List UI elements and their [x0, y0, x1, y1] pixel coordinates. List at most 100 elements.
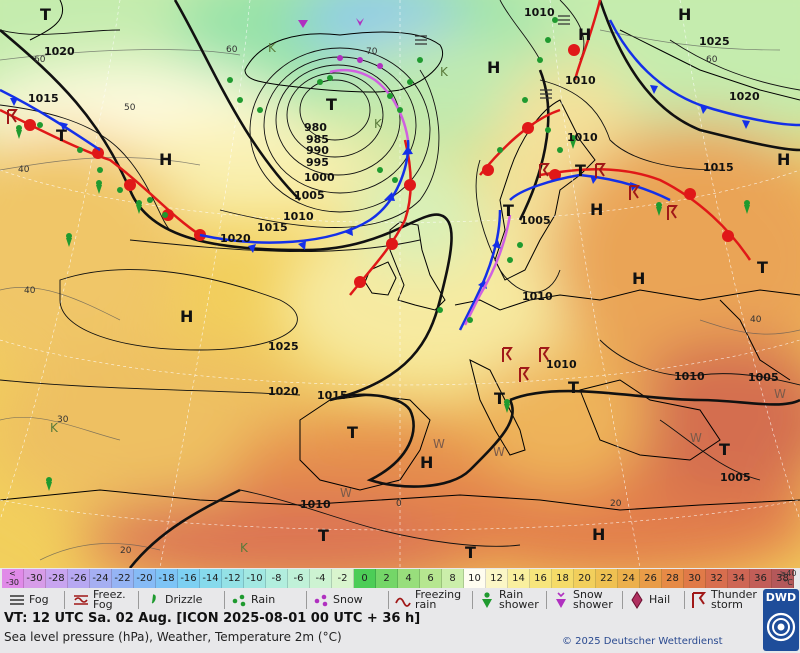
scale-cell: 12 — [486, 569, 508, 588]
scale-cell: -22 — [112, 569, 134, 588]
legend-item-thunderstorm: Thunder storm — [690, 589, 757, 611]
legend-item-rain: Rain — [230, 589, 275, 611]
cold-warm-markers: K K K K K W W W W W — [50, 41, 786, 555]
copyright: © 2025 Deutscher Wetterdienst — [562, 636, 723, 647]
legend-separator — [224, 591, 225, 609]
thunderstorm-symbols — [7, 109, 678, 382]
temp-line-label: 60 — [34, 55, 46, 65]
fog-symbols — [415, 15, 570, 99]
high-center-label: H — [590, 200, 603, 219]
warm-marker: W — [690, 431, 702, 445]
hail-icon — [631, 591, 643, 609]
temp-line-label: 60 — [0, 0, 12, 3]
legend-separator — [622, 591, 623, 609]
isobar-label: 1010 — [283, 210, 314, 223]
legend-separator — [306, 591, 307, 609]
scale-cell: -4 — [310, 569, 332, 588]
isobar-label: 1010 — [300, 498, 331, 511]
temp-line-label: 60 — [226, 45, 238, 55]
weather-map: T T T T T T T T T T T T H H H H H H H H — [0, 0, 800, 568]
high-center-label: H — [678, 5, 691, 24]
isobar-label: 1010 — [565, 74, 596, 87]
scale-cell: 28 — [662, 569, 684, 588]
low-center-label: T — [575, 161, 586, 180]
scale-cell: 24 — [618, 569, 640, 588]
isobar-label: 1015 — [28, 92, 59, 105]
isobar-label: 1015 — [317, 389, 348, 402]
isobar-label: 1025 — [699, 35, 730, 48]
legend-separator — [138, 591, 139, 609]
legend-label-drizzle: Drizzle — [165, 593, 203, 606]
temp-line-label: 40 — [24, 286, 36, 296]
valid-time: VT: 12 UTC Sa. 02 Aug. [ICON 2025-08-01 … — [4, 611, 421, 626]
scale-cell: -14 — [200, 569, 222, 588]
isobar-thick — [0, 0, 800, 568]
legend-label-freezing-rain: Freezing rain — [415, 588, 462, 611]
scale-cell: 18 — [552, 569, 574, 588]
isobar-label: 1010 — [522, 290, 553, 303]
scale-cell: 32 — [706, 569, 728, 588]
scale-cell: 6 — [420, 569, 442, 588]
cold-marker: K — [440, 65, 449, 79]
scale-cell: 4 — [398, 569, 420, 588]
scale-cell: -28 — [46, 569, 68, 588]
legend-separator — [684, 591, 685, 609]
legend-item-hail: Hail — [628, 589, 670, 611]
scale-cell: -8 — [266, 569, 288, 588]
isobar-label: 1010 — [674, 370, 705, 383]
occlusion-fronts — [329, 68, 512, 326]
fog-icon — [10, 595, 24, 605]
scale-cell: -20 — [134, 569, 156, 588]
scale-cell: -30 — [24, 569, 46, 588]
snow-shower-icon — [556, 592, 566, 608]
legend-label-freezing-fog: Freez. Fog — [93, 588, 126, 611]
high-center-label: H — [487, 58, 500, 77]
isobar-label: 1010 — [546, 358, 577, 371]
legend-item-snow: Snow — [312, 589, 363, 611]
low-center-label: T — [494, 389, 505, 408]
drizzle-icon — [151, 594, 156, 604]
low-center-label: T — [719, 440, 730, 459]
cold-marker: K — [374, 117, 383, 131]
legend-separator — [64, 591, 65, 609]
isobar-label: 1005 — [720, 471, 751, 484]
scale-cell: < -30 — [2, 569, 24, 588]
isobar-label: 1005 — [294, 189, 325, 202]
temperature-scale: < -30 -30 -28 -26 -24 -22 -20 -18 -16 -14 -12 -10 -8… — [2, 569, 794, 588]
temp-line-label: 50 — [124, 103, 136, 113]
temperature-line-labels: 60 60 50 40 40 30 20 70 0 20 40 60 60 — [0, 0, 762, 556]
warm-marker: W — [774, 387, 786, 401]
temp-line-label: 40 — [18, 165, 30, 175]
warm-marker: W — [433, 437, 445, 451]
scale-cell: -18 — [156, 569, 178, 588]
temp-line-label: 20 — [610, 499, 622, 509]
warm-marker: W — [340, 486, 352, 500]
low-center-label: T — [56, 126, 67, 145]
low-center-label: T — [40, 5, 51, 24]
scale-cell: -12 — [222, 569, 244, 588]
temp-line-label: 60 — [706, 55, 718, 65]
temp-line-label: 0 — [396, 499, 402, 509]
scale-cell: 14 — [508, 569, 530, 588]
scale-unit: ≥40 °C — [779, 569, 797, 587]
scale-cell: 0 — [354, 569, 376, 588]
chart-description: Sea level pressure (hPa), Weather, Tempe… — [4, 630, 342, 644]
isobar-label: 1020 — [268, 385, 299, 398]
dwd-swirl-icon — [766, 612, 796, 642]
snow-icon — [314, 594, 328, 607]
pressure-centers: T T T T T T T T T T T T H H H H H H H H — [40, 5, 790, 562]
scale-cell: -26 — [68, 569, 90, 588]
scale-cell: -16 — [178, 569, 200, 588]
low-center-label: T — [347, 423, 358, 442]
temp-line-label: 40 — [750, 315, 762, 325]
scale-cell: 16 — [530, 569, 552, 588]
high-center-label: H — [578, 25, 591, 44]
cold-marker: K — [50, 421, 59, 435]
legend-item-snow-shower: Snow shower — [552, 589, 613, 611]
scale-cell: -10 — [244, 569, 266, 588]
legend-label-thunderstorm: Thunder storm — [711, 588, 757, 611]
isobar-label: 1015 — [703, 161, 734, 174]
temperature-field — [0, 0, 800, 568]
cold-marker: K — [268, 41, 277, 55]
